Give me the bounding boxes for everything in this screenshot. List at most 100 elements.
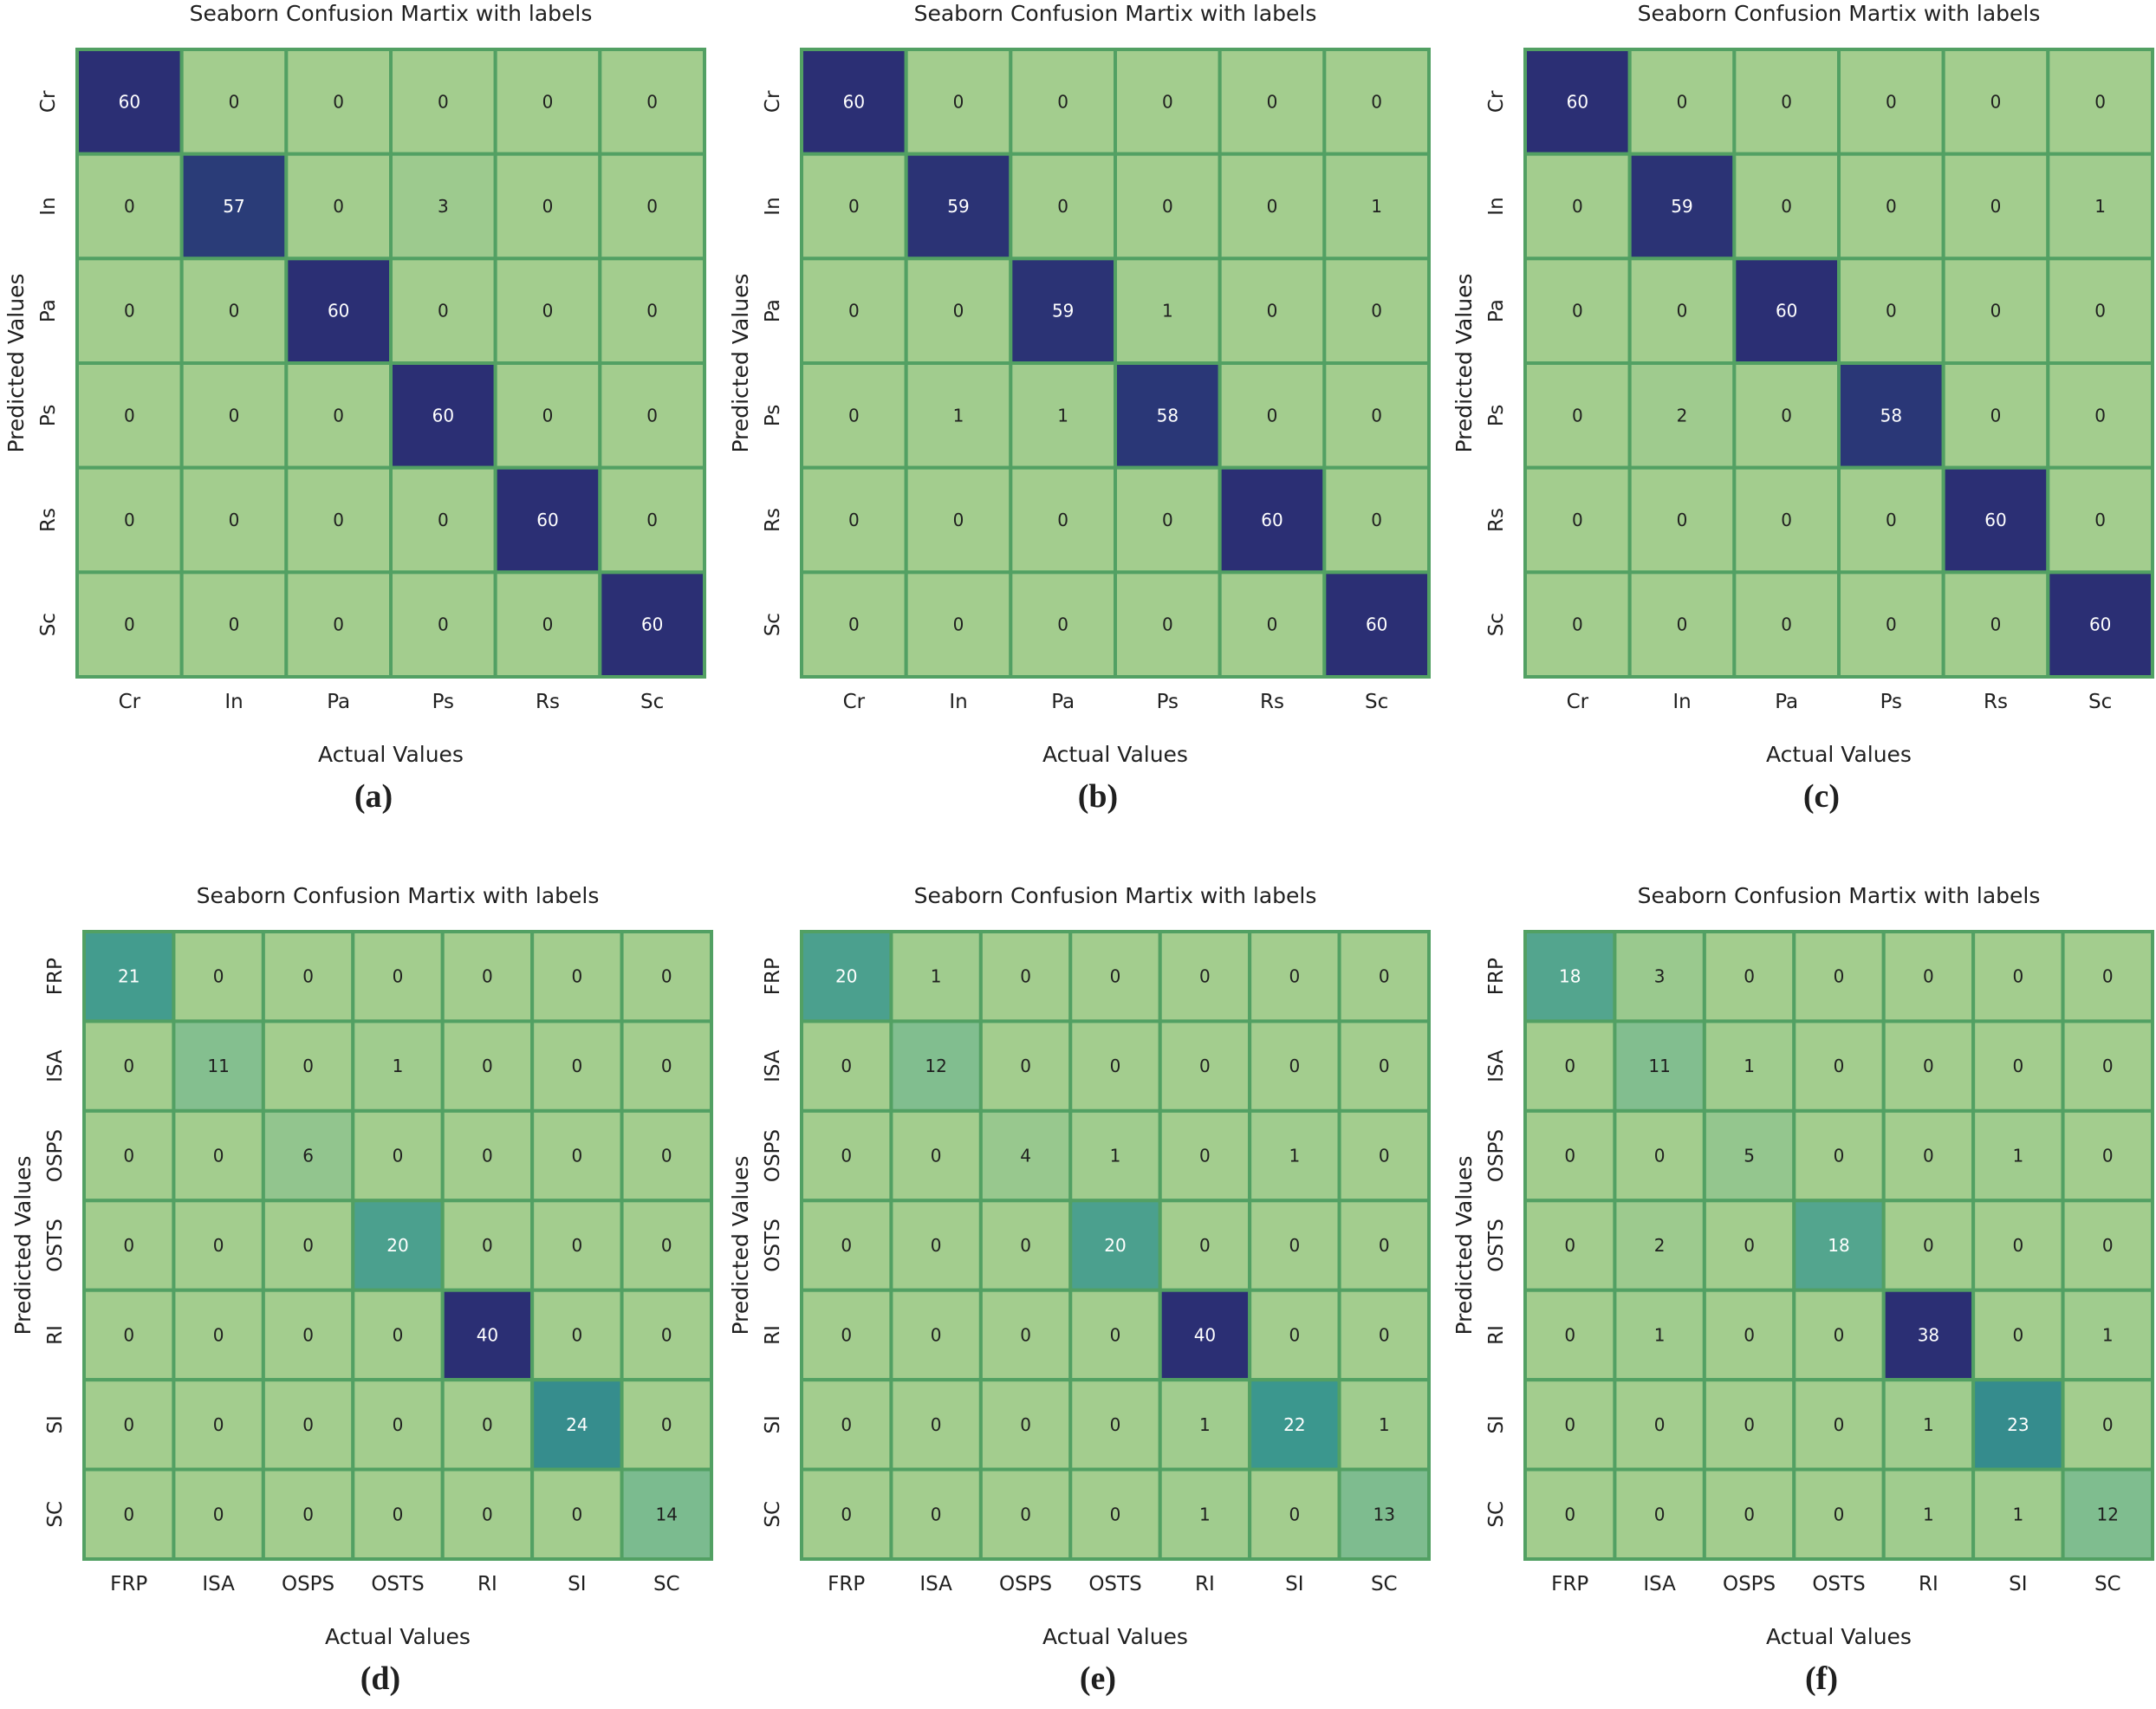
cell-value-label: 0	[646, 510, 658, 530]
heatmap-cell	[904, 361, 1013, 470]
cell-value-label: 0	[1267, 196, 1278, 217]
cell-value-label: 0	[1289, 1056, 1300, 1076]
heatmap-cell	[389, 361, 497, 470]
cell-value-label: 0	[1834, 1414, 1845, 1435]
heatmap-cell	[1068, 1019, 1162, 1113]
heatmap-cell	[800, 361, 908, 470]
heatmap-cell	[493, 361, 602, 470]
cell-value-label: 0	[646, 196, 658, 217]
heatmap-cell	[1702, 1378, 1796, 1472]
x-tick-label: Rs	[1984, 691, 2008, 713]
cell-value-label: 0	[482, 966, 493, 987]
chart-title: Seaborn Confusion Martix with labels	[914, 1, 1317, 26]
cell-value-label: 1	[1289, 1146, 1300, 1166]
cell-value-label: 0	[542, 91, 554, 112]
cell-value-label: 0	[1267, 405, 1278, 426]
cell-value-label: 0	[482, 1146, 493, 1166]
heatmap-border	[75, 48, 706, 679]
x-tick-label: In	[224, 691, 243, 713]
cell-value-label: 0	[1654, 1504, 1666, 1524]
cell-value-label: 0	[1020, 1504, 1031, 1524]
heatmap-cell	[172, 1019, 265, 1113]
cell-value-label: 0	[1677, 91, 1688, 112]
x-axis-label: Actual Values	[318, 742, 464, 767]
heatmap-cell	[800, 1199, 893, 1292]
heatmap-border	[82, 930, 713, 1561]
cell-value-label: 0	[1572, 614, 1583, 635]
cell-value-label: 0	[1744, 1324, 1755, 1345]
cell-value-label: 14	[656, 1504, 678, 1524]
heatmap-cell	[889, 1288, 983, 1382]
cell-value-label: 0	[124, 510, 135, 530]
cell-value-label: 0	[1572, 405, 1583, 426]
cell-value-label: 0	[438, 301, 449, 322]
cell-value-label: 0	[213, 1146, 224, 1166]
x-tick-label: OSTS	[1812, 1573, 1865, 1595]
cell-value-label: 0	[229, 510, 240, 530]
cell-value-label: 0	[1572, 301, 1583, 322]
x-tick-label: Pa	[1051, 691, 1075, 713]
heatmap-cell	[2046, 465, 2154, 575]
panel-caption: (d)	[360, 1660, 400, 1697]
cell-value-label: 0	[1020, 1056, 1031, 1076]
heatmap-cell	[179, 361, 289, 470]
cell-value-label: 6	[302, 1146, 314, 1166]
cell-value-label: 0	[848, 510, 860, 530]
cell-value-label: 0	[953, 301, 964, 322]
cell-value-label: 0	[333, 405, 344, 426]
cell-value-label: 0	[542, 196, 554, 217]
cell-value-label: 0	[1020, 1235, 1031, 1256]
cell-value-label: 0	[1886, 510, 1897, 530]
cell-value-label: 1	[953, 405, 964, 426]
cell-value-label: 0	[1371, 405, 1382, 426]
y-tick-label: OSTS	[1485, 1218, 1508, 1271]
y-tick-label: Ps	[1485, 405, 1508, 426]
cell-value-label: 1	[1371, 196, 1382, 217]
cell-value-label: 0	[1677, 614, 1688, 635]
chart-title: Seaborn Confusion Martix with labels	[1638, 1, 2041, 26]
x-tick-label: SC	[653, 1573, 680, 1595]
x-tick-label: SI	[2009, 1573, 2027, 1595]
cell-value-label: 0	[1162, 614, 1173, 635]
cell-value-label: 0	[124, 196, 135, 217]
heatmap-cell	[440, 1467, 535, 1561]
heatmap-cell	[889, 1199, 983, 1292]
x-tick-label: Ps	[432, 691, 454, 713]
cell-value-label: 0	[1834, 1324, 1845, 1345]
cell-value-label: 0	[213, 966, 224, 987]
cell-value-label: 0	[1744, 966, 1755, 987]
cell-value-label: 0	[953, 614, 964, 635]
cell-value-label: 0	[482, 1235, 493, 1256]
heatmap-cell	[1158, 1108, 1252, 1203]
cell-value-label: 0	[302, 1504, 314, 1524]
y-tick-label: FRP	[762, 958, 784, 995]
cell-value-label: 0	[2094, 301, 2106, 322]
cell-value-label: 0	[571, 1056, 582, 1076]
cell-value-label: 0	[438, 91, 449, 112]
cell-value-label: 0	[302, 1324, 314, 1345]
cell-value-label: 0	[2102, 1235, 2114, 1256]
x-axis-label: Actual Values	[325, 1624, 471, 1649]
cell-value-label: 0	[2094, 510, 2106, 530]
cell-value-label: 0	[1379, 966, 1390, 987]
chart-title: Seaborn Confusion Martix with labels	[190, 1, 593, 26]
cell-value-label: 0	[302, 1235, 314, 1256]
y-tick-label: SI	[762, 1415, 784, 1433]
cell-value-label: 0	[1110, 1504, 1121, 1524]
cell-value-label: 0	[393, 1504, 404, 1524]
y-tick-label: SC	[44, 1501, 67, 1528]
cell-value-label: 0	[482, 1414, 493, 1435]
cell-value-label: 0	[1744, 1504, 1755, 1524]
cell-value-label: 0	[841, 1146, 852, 1166]
cell-value-label: 0	[1564, 1056, 1575, 1076]
heatmap-cell	[598, 48, 706, 156]
heatmap-cell	[2046, 152, 2154, 261]
y-tick-label: Rs	[37, 508, 60, 532]
cell-value-label: 0	[302, 1414, 314, 1435]
cell-value-label: 0	[661, 1056, 672, 1076]
confusion-matrix-panel: Seaborn Confusion Martix with labels 60 0 0…	[3, 1, 706, 815]
cell-value-label: 0	[1990, 91, 2002, 112]
cell-value-label: 20	[835, 966, 857, 987]
x-tick-label: Cr	[1567, 691, 1589, 713]
cell-value-label: 5	[1744, 1146, 1755, 1166]
